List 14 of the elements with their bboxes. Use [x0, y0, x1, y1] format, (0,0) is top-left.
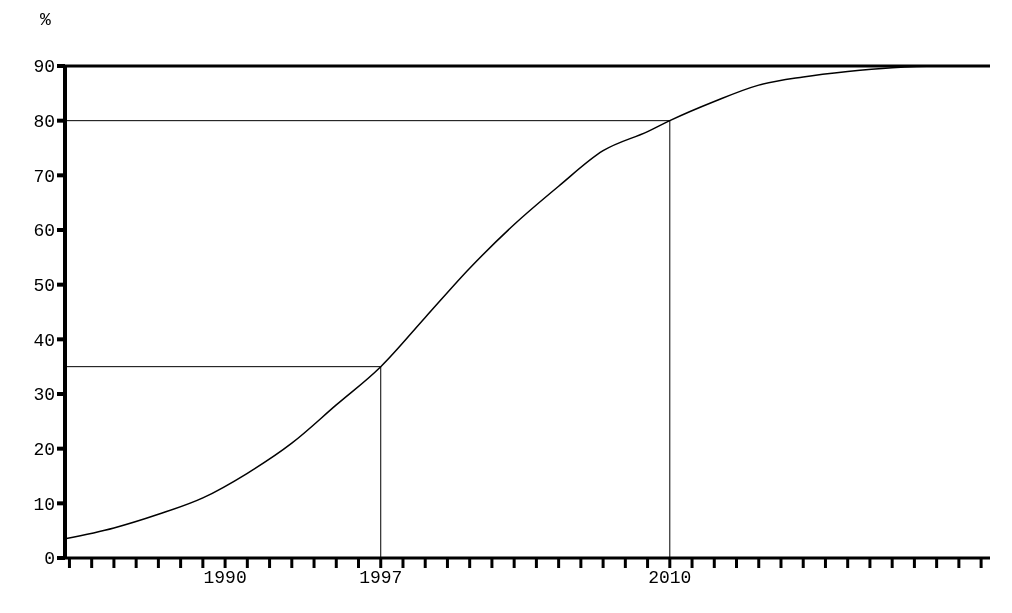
y-tick-label: 60: [33, 221, 55, 242]
y-tick-label: 80: [33, 112, 55, 133]
x-tick-label: 2010: [648, 567, 692, 588]
y-tick-label: 50: [33, 276, 55, 297]
y-tick-label: 0: [44, 549, 55, 570]
x-tick-label: 1997: [359, 567, 403, 588]
y-tick-label: 90: [33, 57, 55, 78]
y-tick-label: 30: [33, 385, 55, 406]
y-tick-label: 70: [33, 166, 55, 187]
y-tick-label: 10: [33, 494, 55, 515]
x-tick-label: 1990: [203, 567, 247, 588]
y-tick-label: 20: [33, 440, 55, 461]
y-tick-label: 40: [33, 330, 55, 351]
y-axis-title: %: [40, 10, 51, 30]
